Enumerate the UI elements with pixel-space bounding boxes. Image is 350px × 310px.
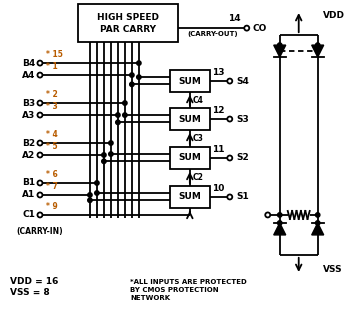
Text: B2: B2	[22, 139, 35, 148]
Circle shape	[37, 153, 42, 157]
Circle shape	[123, 113, 127, 117]
Text: B4: B4	[22, 59, 35, 68]
Circle shape	[37, 73, 42, 78]
Text: 10: 10	[212, 184, 224, 193]
Text: HIGH SPEED: HIGH SPEED	[97, 13, 159, 22]
Text: A4: A4	[22, 71, 35, 80]
Text: * 6: * 6	[46, 170, 58, 179]
Text: * 5: * 5	[46, 142, 58, 151]
Text: C1: C1	[22, 210, 35, 219]
Text: C2: C2	[193, 173, 204, 182]
Circle shape	[37, 113, 42, 117]
Text: * 3: * 3	[46, 102, 58, 111]
Polygon shape	[312, 45, 324, 57]
Text: S1: S1	[237, 193, 250, 202]
Circle shape	[95, 191, 99, 195]
Circle shape	[315, 221, 320, 225]
Circle shape	[37, 140, 42, 145]
Text: A2: A2	[22, 150, 35, 160]
Circle shape	[109, 152, 113, 156]
Text: * 1: * 1	[46, 62, 58, 71]
Text: B1: B1	[22, 179, 35, 188]
Text: CO: CO	[253, 24, 267, 33]
Circle shape	[102, 153, 106, 157]
Circle shape	[37, 180, 42, 185]
Polygon shape	[274, 223, 286, 235]
Circle shape	[227, 78, 232, 84]
Circle shape	[227, 156, 232, 161]
Text: VSS = 8: VSS = 8	[10, 288, 50, 297]
Circle shape	[109, 141, 113, 145]
Text: S4: S4	[237, 77, 250, 86]
Text: 11: 11	[211, 145, 224, 154]
Text: A3: A3	[22, 111, 35, 120]
Bar	[78, 4, 178, 42]
Circle shape	[102, 159, 106, 163]
Circle shape	[88, 193, 92, 197]
Circle shape	[278, 221, 282, 225]
Circle shape	[88, 198, 92, 202]
Bar	[170, 186, 210, 208]
Text: VDD = 16: VDD = 16	[10, 277, 58, 286]
Circle shape	[278, 213, 282, 217]
Circle shape	[37, 60, 42, 66]
Text: *ALL INPUTS ARE PROTECTED: *ALL INPUTS ARE PROTECTED	[130, 279, 247, 285]
Text: SUM: SUM	[178, 193, 201, 202]
Bar	[170, 70, 210, 92]
Circle shape	[130, 82, 134, 86]
Circle shape	[227, 194, 232, 199]
Circle shape	[227, 117, 232, 122]
Circle shape	[37, 212, 42, 217]
Text: A1: A1	[22, 190, 35, 199]
Text: VSS: VSS	[323, 265, 342, 274]
Circle shape	[265, 212, 270, 217]
Circle shape	[95, 181, 99, 185]
Text: SUM: SUM	[178, 77, 201, 86]
Circle shape	[136, 61, 141, 65]
Text: VDD: VDD	[323, 11, 345, 20]
Bar	[170, 108, 210, 130]
Text: (CARRY-IN): (CARRY-IN)	[17, 227, 63, 236]
Circle shape	[116, 113, 120, 117]
Text: (CARRY-OUT): (CARRY-OUT)	[187, 31, 238, 37]
Circle shape	[136, 75, 141, 79]
Circle shape	[244, 26, 249, 31]
Text: PAR CARRY: PAR CARRY	[100, 25, 156, 34]
Circle shape	[278, 43, 282, 47]
Polygon shape	[274, 45, 286, 57]
Text: SUM: SUM	[178, 114, 201, 123]
Circle shape	[315, 213, 320, 217]
Text: S2: S2	[237, 153, 250, 162]
Text: * 4: * 4	[46, 130, 58, 139]
Polygon shape	[312, 223, 324, 235]
Text: * 7: * 7	[46, 182, 58, 191]
Text: * 2: * 2	[46, 90, 58, 99]
Bar	[170, 147, 210, 169]
Text: SUM: SUM	[178, 153, 201, 162]
Text: 13: 13	[211, 68, 224, 77]
Text: 14: 14	[229, 14, 241, 23]
Circle shape	[123, 101, 127, 105]
Circle shape	[130, 73, 134, 77]
Text: NETWORK: NETWORK	[130, 295, 170, 301]
Text: B3: B3	[22, 99, 35, 108]
Text: S3: S3	[237, 114, 250, 123]
Circle shape	[37, 100, 42, 105]
Text: 12: 12	[211, 106, 224, 115]
Text: C3: C3	[193, 134, 204, 143]
Circle shape	[37, 193, 42, 197]
Circle shape	[116, 120, 120, 125]
Text: * 9: * 9	[46, 202, 58, 211]
Circle shape	[315, 43, 320, 47]
Text: BY CMOS PROTECTION: BY CMOS PROTECTION	[130, 287, 218, 293]
Text: * 15: * 15	[46, 50, 63, 59]
Text: C4: C4	[193, 95, 204, 104]
